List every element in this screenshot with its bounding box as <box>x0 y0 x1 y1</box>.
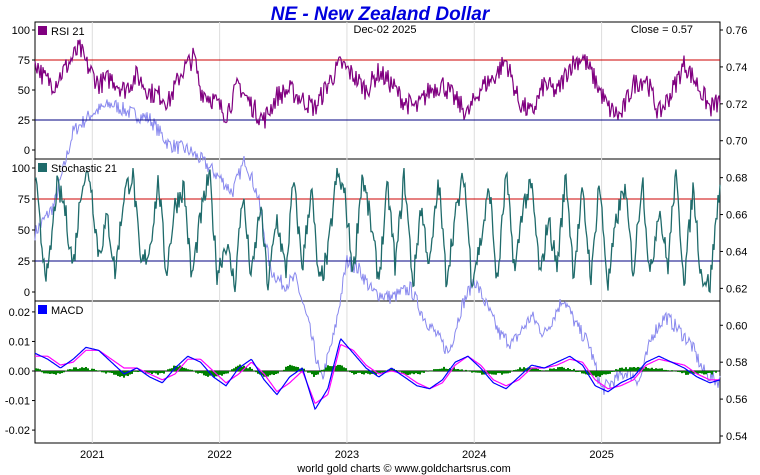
year-gridlines <box>91 22 603 443</box>
macd-tick-label: 0.01 <box>9 336 30 348</box>
stochastic-tick-label: 25 <box>18 256 30 268</box>
close-label: Close = 0.57 <box>631 24 693 36</box>
stochastic-tick-label: 50 <box>18 225 30 237</box>
macd-tick-label: 0.00 <box>9 366 30 378</box>
macd-legend-icon <box>38 305 47 314</box>
macd-histogram <box>35 364 719 378</box>
footer-credit: world gold charts © www.goldchartsrus.co… <box>296 463 511 475</box>
stochastic-tick-label: 100 <box>12 163 30 175</box>
rsi-tick-label: 50 <box>18 85 30 97</box>
rsi-label: RSI 21 <box>51 26 85 38</box>
macd-tick-label: 0.02 <box>9 307 30 319</box>
stochastic-tick-label: 75 <box>18 194 30 206</box>
x-tick-label: 2023 <box>335 449 359 461</box>
rsi-tick-label: 100 <box>12 25 30 37</box>
stochastic-legend-icon <box>38 163 47 172</box>
macd-tick-label: -0.02 <box>5 425 30 437</box>
rsi-line <box>34 39 721 129</box>
price-tick-label: 0.66 <box>726 210 747 222</box>
macd-panel <box>34 300 721 444</box>
price-tick-label: 0.72 <box>726 99 747 111</box>
price-tick-label: 0.64 <box>726 246 747 258</box>
macd-signal-line <box>35 343 720 404</box>
price-tick-label: 0.74 <box>726 62 747 74</box>
price-tick-label: 0.58 <box>726 357 747 369</box>
rsi-tick-label: 25 <box>18 115 30 127</box>
x-tick-label: 2024 <box>462 449 486 461</box>
stochastic-panel <box>34 158 721 302</box>
stochastic-line <box>34 167 721 294</box>
price-tick-label: 0.54 <box>726 431 747 443</box>
price-tick-label: 0.70 <box>726 136 747 148</box>
rsi-tick-label: 75 <box>18 55 30 67</box>
rsi-panel <box>34 21 721 160</box>
price-series <box>34 99 721 395</box>
axes: 2021 2022 2023 2024 2025 100 75 50 25 0 100 75 50 25 0… <box>5 25 748 461</box>
price-tick-label: 0.56 <box>726 394 747 406</box>
date-label: Dec-02 2025 <box>354 24 417 36</box>
chart-title: NE - New Zealand Dollar <box>271 4 491 25</box>
macd-label: MACD <box>51 305 83 317</box>
price-tick-label: 0.60 <box>726 320 747 332</box>
macd-tick-label: -0.01 <box>5 396 30 408</box>
stochastic-label: Stochastic 21 <box>51 163 117 175</box>
x-tick-label: 2021 <box>80 449 104 461</box>
indicator-series <box>34 39 721 411</box>
rsi-tick-label: 0 <box>24 145 30 157</box>
x-tick-label: 2022 <box>207 449 231 461</box>
price-tick-label: 0.76 <box>726 25 747 37</box>
macd-line <box>34 337 721 411</box>
price-tick-label: 0.68 <box>726 173 747 185</box>
rsi-legend-icon <box>38 26 47 35</box>
x-tick-label: 2025 <box>589 449 613 461</box>
stochastic-tick-label: 0 <box>24 287 30 299</box>
price-tick-label: 0.62 <box>726 283 747 295</box>
price-line <box>34 99 721 395</box>
